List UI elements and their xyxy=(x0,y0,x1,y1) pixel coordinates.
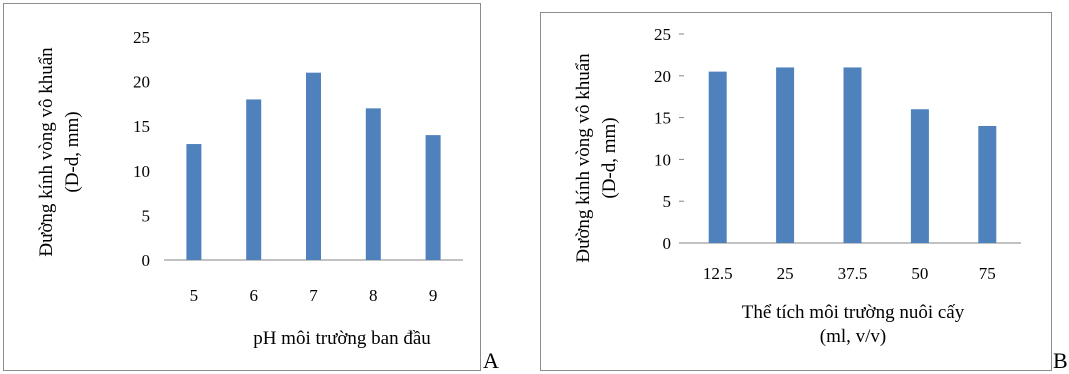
chart-panel-a: 0 5 10 15 20 25 5 6 7 8 9 pH môi trường ban đầu Đườn… xyxy=(3,3,481,371)
y-tick-label: 0 xyxy=(663,234,672,253)
y-axis-title-line: (D-d, mm) xyxy=(62,111,83,192)
x-axis-title: (ml, v/v) xyxy=(820,326,887,347)
y-tick-label: 5 xyxy=(663,192,672,211)
y-tick-label: 15 xyxy=(654,109,671,128)
bar-25 xyxy=(776,67,795,243)
y-axis-title: Đường kính vòng vô khuẩn (D-d, mm) xyxy=(573,53,620,263)
bar-7 xyxy=(306,72,321,261)
bar-8 xyxy=(365,108,381,260)
y-axis-title: Đường kính vòng vô khuẩn (D-d, mm) xyxy=(36,47,83,257)
x-tick-label-12.5: 12.5 xyxy=(703,264,733,283)
bar-50 xyxy=(910,109,929,244)
x-tick-label-9: 9 xyxy=(429,286,438,305)
bar-75 xyxy=(978,125,997,243)
x-tick-label-8: 8 xyxy=(369,286,378,305)
panel-label-a: A xyxy=(483,348,499,373)
bar-12.5 xyxy=(708,71,727,243)
y-tick-label: 10 xyxy=(654,150,671,169)
y-tick-label: 5 xyxy=(142,206,151,225)
x-tick-label-37.5: 37.5 xyxy=(838,264,868,283)
panel-label-b: B xyxy=(1053,348,1068,373)
y-tick-label: 15 xyxy=(133,117,150,136)
bar-37.5 xyxy=(843,67,862,243)
x-tick-label-75: 75 xyxy=(979,264,996,283)
x-tick-label-7: 7 xyxy=(309,286,318,305)
x-axis-title: Thể tích môi trường nuôi cấy xyxy=(742,302,965,323)
x-tick-label-50: 50 xyxy=(911,264,928,283)
y-axis-title-line: (D-d, mm) xyxy=(599,117,620,198)
chart-panel-b: 0 5 10 15 20 25 12.5 25 37.5 50 75 Thể tích môi trư… xyxy=(540,12,1052,371)
y-tick-label: 0 xyxy=(142,251,151,270)
y-tick-label: 10 xyxy=(133,162,150,181)
y-axis-title-line: Đường kính vòng vô khuẩn xyxy=(573,53,594,263)
x-tick-label-5: 5 xyxy=(190,286,199,305)
x-tick-label-25: 25 xyxy=(777,264,794,283)
x-tick-label-6: 6 xyxy=(249,286,258,305)
bar-chart-b: 0 5 10 15 20 25 12.5 25 37.5 50 75 Thể tích môi trư… xyxy=(573,25,1021,347)
y-tick-label: 20 xyxy=(654,67,671,86)
y-tick-label: 20 xyxy=(133,73,150,92)
y-tick-label: 25 xyxy=(133,28,150,47)
bar-5 xyxy=(186,144,202,260)
y-axis-title-line: Đường kính vòng vô khuẩn xyxy=(36,47,57,257)
x-axis-title: pH môi trường ban đầu xyxy=(253,328,431,349)
y-tick-label: 25 xyxy=(654,25,671,44)
bar-9 xyxy=(425,135,441,260)
bar-6 xyxy=(246,99,262,260)
bar-chart-a: 0 5 10 15 20 25 5 6 7 8 9 pH môi trường ban đầu Đườn… xyxy=(36,28,463,349)
